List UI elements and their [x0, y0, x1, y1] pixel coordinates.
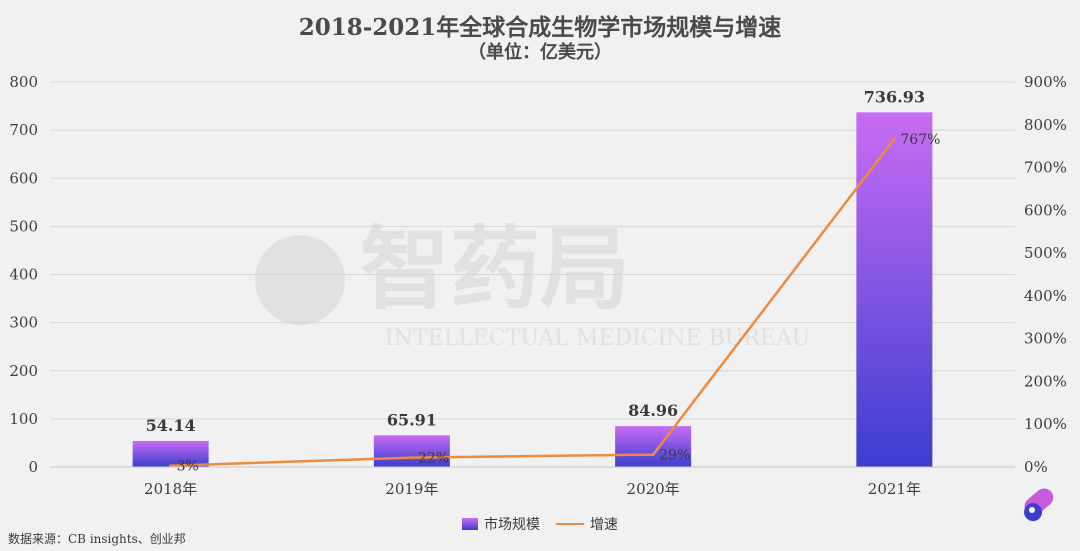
right-tick-label: 400%	[1024, 287, 1067, 305]
left-tick-label: 700	[9, 121, 38, 139]
right-tick-label: 500%	[1024, 244, 1067, 262]
right-tick-label: 700%	[1024, 159, 1067, 177]
growth-point	[410, 456, 414, 460]
right-tick-label: 800%	[1024, 116, 1067, 134]
left-tick-label: 0	[28, 458, 38, 476]
chart-title: 2018-2021年全球合成生物学市场规模与增速	[298, 14, 782, 41]
legend-item-line: 增速	[556, 514, 618, 534]
legend-label-line: 增速	[590, 517, 618, 533]
right-y-axis: 0% 100% 200% 300% 400% 500% 600% 700% 800% 900%	[1024, 73, 1067, 476]
chart-subtitle: （单位：亿美元）	[468, 42, 612, 63]
growth-value-label: 3%	[177, 459, 199, 475]
left-tick-label: 500	[9, 217, 38, 235]
x-tick-label: 2021年	[868, 480, 921, 498]
x-tick-label: 2020年	[627, 480, 680, 498]
bar-series	[132, 112, 933, 467]
left-tick-label: 600	[9, 169, 38, 187]
growth-point	[169, 464, 173, 468]
x-tick-label: 2018年	[144, 480, 197, 498]
legend-swatch-bar	[462, 518, 478, 530]
bar-value-label: 736.93	[864, 87, 925, 106]
left-tick-label: 800	[9, 73, 38, 91]
legend: 市场规模 增速	[0, 514, 1080, 534]
growth-value-label: 22%	[418, 451, 449, 467]
right-tick-label: 900%	[1024, 73, 1067, 91]
left-tick-label: 400	[9, 266, 38, 284]
growth-point	[892, 137, 896, 141]
data-labels: 54.14 65.91 84.96 736.93 3% 22% 29% 767%	[146, 87, 941, 474]
bar-2021年	[856, 112, 933, 467]
bar-value-label: 65.91	[387, 410, 437, 429]
x-axis: 2018年 2019年 2020年 2021年	[50, 466, 1015, 498]
left-tick-label: 300	[9, 314, 38, 332]
growth-point	[651, 453, 655, 457]
left-y-axis: 0 100 200 300 400 500 600 700 800	[9, 73, 38, 476]
left-tick-label: 100	[9, 410, 38, 428]
growth-value-label: 29%	[659, 448, 690, 464]
right-tick-label: 0%	[1024, 458, 1048, 476]
bar-value-label: 54.14	[146, 416, 196, 435]
right-tick-label: 300%	[1024, 330, 1067, 348]
right-tick-label: 200%	[1024, 372, 1067, 390]
x-tick-label: 2019年	[385, 480, 438, 498]
bar-value-label: 84.96	[628, 401, 678, 420]
right-tick-label: 600%	[1024, 201, 1067, 219]
growth-value-label: 767%	[900, 132, 940, 148]
line-series	[169, 137, 896, 468]
bar-2018年	[132, 440, 209, 467]
left-tick-label: 200	[9, 362, 38, 380]
legend-label-bar: 市场规模	[484, 517, 540, 533]
source-note: 数据来源：CB insights、创业邦	[8, 532, 186, 546]
bar-2020年	[615, 426, 692, 467]
bar-2019年	[373, 435, 450, 467]
legend-swatch-line	[556, 523, 584, 525]
legend-item-bar: 市场规模	[462, 514, 540, 534]
right-tick-label: 100%	[1024, 415, 1067, 433]
pill-logo-icon	[1024, 488, 1054, 522]
growth-line	[170, 138, 896, 467]
